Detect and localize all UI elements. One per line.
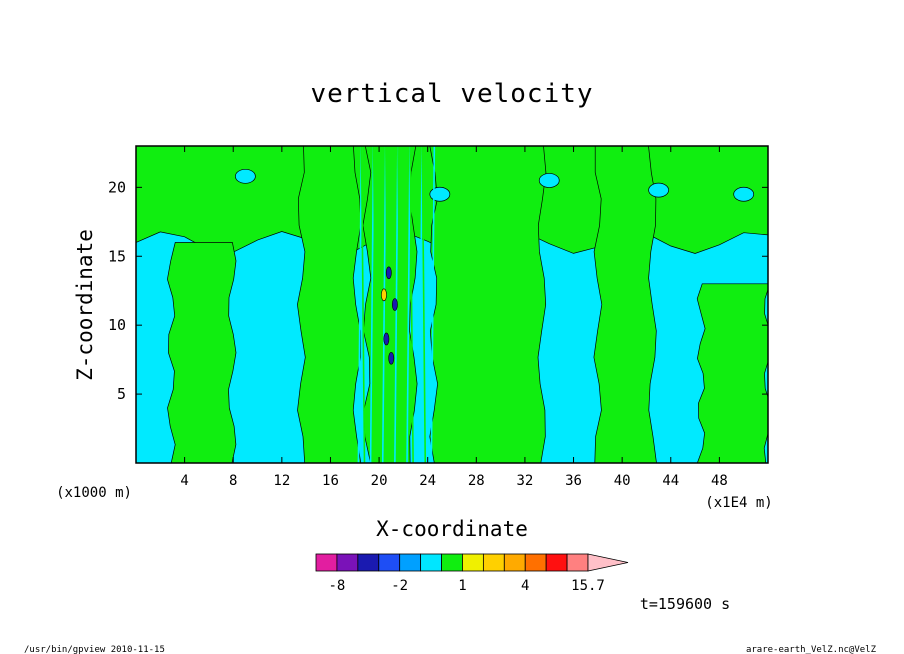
downdraft-cell <box>648 182 669 198</box>
core-cell <box>388 351 395 365</box>
x-unit-left: (x1000 m) <box>56 485 132 501</box>
colorbar: -8 -2 1 4 15.7 <box>315 553 629 594</box>
plot-area <box>136 146 768 463</box>
colorbar-bin <box>503 553 526 572</box>
x-unit-right: (x1E4 m) <box>705 495 772 511</box>
colorbar-bin <box>482 553 505 572</box>
footer-left: /usr/bin/gpview 2010-11-15 <box>24 645 165 654</box>
x-tick-label: 20 <box>371 473 388 489</box>
downdraft-cell <box>733 186 755 202</box>
core-cell <box>383 332 390 346</box>
x-tick-label: 36 <box>565 473 582 489</box>
footer-right: arare-earth_VelZ.nc@VelZ <box>746 645 877 654</box>
x-tick-label: 48 <box>711 473 728 489</box>
core-streak <box>348 146 354 463</box>
x-tick-label: 4 <box>180 473 188 489</box>
colorbar-arrow <box>587 553 629 572</box>
x-tick-label: 40 <box>614 473 631 489</box>
colorbar-label: -8 <box>328 578 345 594</box>
colorbar-bin <box>378 553 401 572</box>
colorbar-bin <box>566 553 589 572</box>
core-streak <box>409 146 414 463</box>
y-tick-label: 5 <box>117 385 126 403</box>
x-tick-label: 44 <box>662 473 679 489</box>
downdraft-cell <box>429 186 451 202</box>
time-label: t=159600 s <box>640 595 730 613</box>
core-streak <box>372 146 378 463</box>
positive-velocity-regions <box>136 146 768 463</box>
core-cell <box>385 266 392 280</box>
updraft-column <box>593 146 657 463</box>
updraft-column <box>297 146 362 463</box>
colorbar-bin <box>545 553 568 572</box>
colorbar-label: 4 <box>521 578 529 594</box>
plot-frame <box>135 145 769 464</box>
core-cell <box>391 298 398 311</box>
core-streak <box>421 146 427 463</box>
core-streak <box>360 146 366 463</box>
updraft-column <box>696 283 768 463</box>
x-tick-label: 24 <box>419 473 436 489</box>
colorbar-label: -2 <box>391 578 408 594</box>
colorbar-label: 1 <box>458 578 466 594</box>
core-cell <box>381 288 387 302</box>
colorbar-bin <box>524 553 547 572</box>
updraft-column <box>167 242 237 463</box>
downdraft-cell <box>235 168 256 184</box>
chart-title: vertical velocity <box>310 79 593 109</box>
y-tick-label: 15 <box>108 247 126 265</box>
core-streak <box>406 146 411 463</box>
x-tick-label: 12 <box>273 473 290 489</box>
colorbar-bin <box>441 553 463 572</box>
y-axis-label: Z-coordinate <box>73 229 97 381</box>
core-streak <box>385 146 390 463</box>
colorbar-bin <box>336 553 359 572</box>
colorbar-bin <box>357 553 380 572</box>
y-tick-label: 20 <box>108 178 126 196</box>
x-tick-label: 28 <box>468 473 485 489</box>
core-streak <box>369 146 375 463</box>
colorbar-bin <box>420 553 442 572</box>
y-axis: 5 10 15 20 <box>108 178 768 403</box>
core-streak <box>357 146 363 463</box>
y-tick-label: 10 <box>108 316 126 334</box>
colorbar-label: 15.7 <box>571 578 605 594</box>
core-streak <box>418 146 423 463</box>
x-axis: 4 8 12 16 20 24 28 32 36 40 44 48 <box>180 146 728 489</box>
core-streak <box>397 146 402 463</box>
x-tick-label: 8 <box>229 473 237 489</box>
core-streak <box>430 146 436 463</box>
x-axis-label: X-coordinate <box>376 517 528 541</box>
x-tick-label: 32 <box>516 473 533 489</box>
x-tick-label: 16 <box>322 473 339 489</box>
core-streak <box>381 146 387 463</box>
colorbar-bin <box>315 553 338 572</box>
downdraft-cell <box>538 173 560 188</box>
colorbar-bin <box>399 553 422 572</box>
convective-core <box>348 146 436 463</box>
colorbar-bin <box>462 553 484 572</box>
